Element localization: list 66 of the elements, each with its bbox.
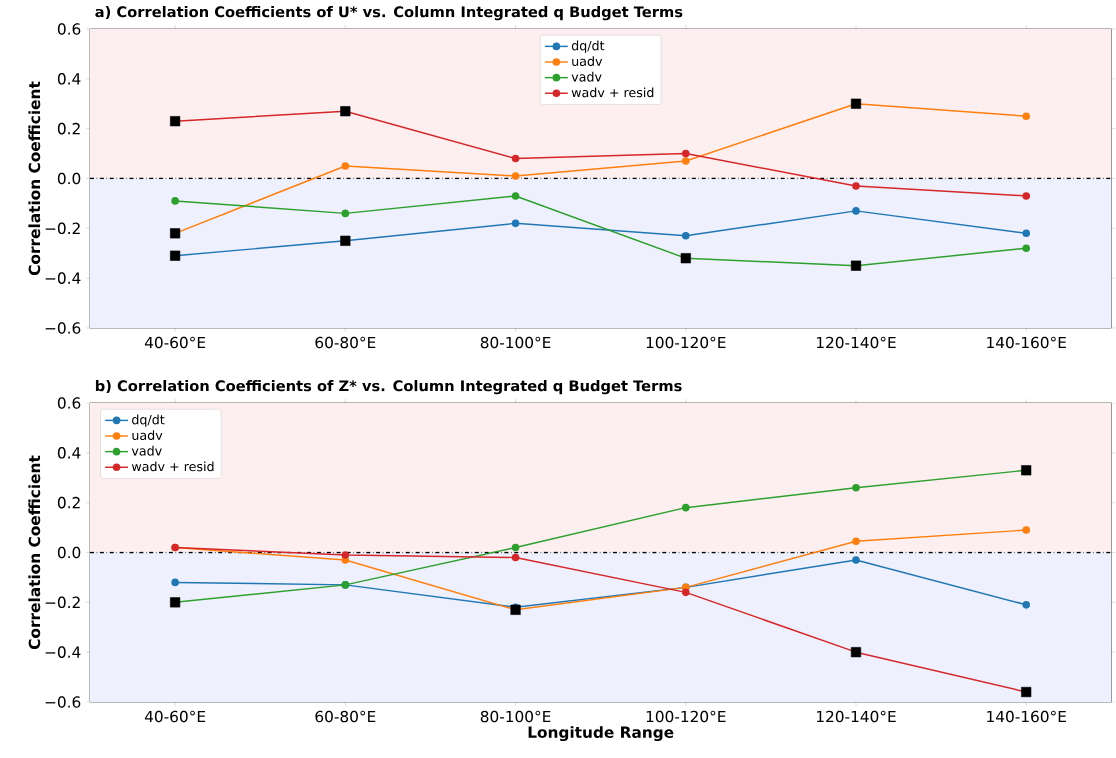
x-axis-title: Longitude Range — [528, 726, 674, 742]
y-tick-label: 0.0 — [57, 172, 81, 185]
x-tick-label: 100-120°E — [646, 336, 726, 349]
point — [852, 556, 860, 564]
y-tick-label: 0.0 — [57, 546, 81, 559]
point — [681, 149, 690, 158]
y-tick-label: 0.2 — [57, 122, 80, 135]
legend-label: uadv — [572, 56, 603, 67]
y-tick-label: −0.4 — [45, 646, 81, 658]
chart-title: b) Correlation Coefficients of Z* vs. Column Integrated q Budget Terms — [95, 379, 682, 395]
legend-label: dq/dt — [571, 40, 605, 53]
legend-label: wadv + resid — [131, 461, 214, 472]
point — [171, 197, 179, 205]
legend-label: wadv + resid — [571, 87, 654, 98]
point — [341, 209, 350, 218]
point — [1022, 526, 1031, 534]
point — [681, 503, 690, 512]
y-axis-title: Correlation Coefficient — [28, 81, 41, 276]
point — [1022, 192, 1031, 200]
x-tick-label: 60-80°E — [315, 710, 376, 723]
y-tick-label: 0.4 — [57, 447, 81, 459]
point — [1022, 601, 1031, 609]
x-tick-label: 140-160°E — [987, 336, 1066, 349]
y-tick-label: −0.6 — [45, 322, 81, 334]
x-tick-label: 40-60°E — [144, 710, 206, 723]
y-tick-label: −0.2 — [45, 222, 80, 235]
y-tick-label: −0.2 — [45, 596, 80, 609]
y-tick-label: −0.4 — [45, 272, 81, 284]
x-tick-label: 140-160°E — [987, 710, 1066, 723]
x-tick-label: 80-100°E — [480, 710, 551, 723]
point — [681, 232, 690, 240]
point — [511, 154, 520, 163]
x-tick-label: 120-140°E — [816, 336, 896, 349]
y-tick-label: 0.6 — [57, 397, 81, 409]
y-tick-label: 0.2 — [57, 496, 80, 509]
point — [511, 553, 520, 562]
x-tick-label: 40-60°E — [144, 336, 206, 349]
point — [511, 192, 520, 200]
point — [341, 551, 350, 559]
point — [511, 219, 520, 228]
y-tick-label: 0.6 — [57, 23, 81, 35]
x-tick-label: 80-100°E — [480, 336, 551, 349]
point — [1022, 229, 1031, 238]
point — [1022, 112, 1031, 121]
x-tick-label: 60-80°E — [315, 336, 376, 349]
legend-label: uadv — [132, 430, 163, 441]
y-axis-title: Correlation Coefficient — [28, 455, 41, 650]
point — [511, 172, 520, 180]
legend-label: dq/dt — [132, 414, 165, 427]
point — [171, 578, 179, 587]
chart-title: a) Correlation Coefficients of U* vs. Column Integrated q Budget Terms — [95, 5, 683, 21]
point — [1022, 244, 1031, 253]
point — [852, 207, 860, 215]
point — [341, 162, 350, 170]
point — [852, 537, 860, 546]
y-tick-label: 0.4 — [57, 73, 81, 85]
y-tick-label: −0.6 — [45, 696, 81, 708]
point — [852, 182, 860, 190]
x-tick-label: 100-120°E — [646, 710, 726, 723]
point — [681, 157, 690, 165]
legend-label: vadv — [571, 71, 602, 82]
legend-label: vadv — [131, 445, 162, 456]
x-tick-label: 120-140°E — [816, 710, 896, 723]
point — [511, 543, 520, 552]
point — [852, 483, 860, 492]
point — [681, 588, 690, 597]
